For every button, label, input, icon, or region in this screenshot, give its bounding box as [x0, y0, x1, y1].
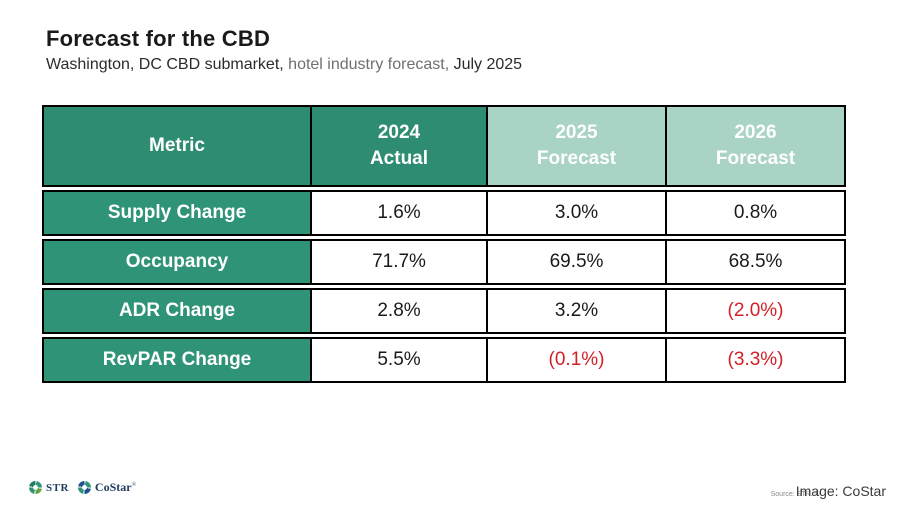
row-label-supply-change: Supply Change — [42, 190, 312, 236]
subtitle-location: Washington, DC CBD submarket, — [46, 56, 284, 73]
table-row-revpar-change: RevPAR Change 5.5% (0.1%) (3.3%) — [42, 337, 846, 383]
row-label-revpar-change: RevPAR Change — [42, 337, 312, 383]
cell-occupancy-2025: 69.5% — [488, 239, 667, 285]
subtitle-date: July 2025 — [449, 56, 523, 73]
table-row-adr-change: ADR Change 2.8% 3.2% (2.0%) — [42, 288, 846, 334]
column-header-2026-forecast: 2026 Forecast — [667, 105, 846, 187]
cell-supply-2026: 0.8% — [667, 190, 846, 236]
forecast-table-container: Metric 2024 Actual 2025 Forecast 2026 Fo… — [42, 102, 846, 386]
header-row: Metric 2024 Actual 2025 Forecast 2026 Fo… — [42, 105, 846, 187]
column-header-2025-forecast: 2025 Forecast — [488, 105, 667, 187]
str-logo-label: STR — [46, 481, 69, 494]
forecast-table: Metric 2024 Actual 2025 Forecast 2026 Fo… — [42, 102, 846, 386]
str-pinwheel-icon — [29, 481, 42, 494]
cell-occupancy-2024: 71.7% — [312, 239, 488, 285]
str-logo: STR — [29, 481, 69, 494]
subtitle-descriptor: hotel industry forecast, — [283, 56, 450, 73]
row-label-occupancy: Occupancy — [42, 239, 312, 285]
cell-adr-2024: 2.8% — [312, 288, 488, 334]
subtitle: Washington, DC CBD submarket, hotel indu… — [46, 56, 522, 74]
cell-adr-2026: (2.0%) — [667, 288, 846, 334]
table-row-supply-change: Supply Change 1.6% 3.0% 0.8% — [42, 190, 846, 236]
column-header-2024-actual: 2024 Actual — [312, 105, 488, 187]
registered-mark: ® — [131, 482, 137, 488]
costar-logo-label: CoStar® — [94, 480, 137, 494]
cell-revpar-2025: (0.1%) — [488, 337, 667, 383]
cell-revpar-2024: 5.5% — [312, 337, 488, 383]
cell-revpar-2026: (3.3%) — [667, 337, 846, 383]
cell-occupancy-2026: 68.5% — [667, 239, 846, 285]
brand-logos: STR CoStar® — [29, 480, 136, 495]
image-credit: Image: CoStar — [795, 483, 886, 499]
row-label-adr-change: ADR Change — [42, 288, 312, 334]
cell-supply-2025: 3.0% — [488, 190, 667, 236]
costar-logo: CoStar® — [77, 480, 137, 495]
source-text: Source: STR. © — [770, 491, 820, 498]
cell-adr-2025: 3.2% — [488, 288, 667, 334]
page-title: Forecast for the CBD — [46, 26, 271, 51]
column-header-metric: Metric — [42, 105, 312, 187]
cell-supply-2024: 1.6% — [312, 190, 488, 236]
table-row-occupancy: Occupancy 71.7% 69.5% 68.5% — [42, 239, 846, 285]
costar-pinwheel-icon — [77, 481, 91, 494]
credits: Source: STR. © Image: CoStar — [771, 483, 886, 499]
